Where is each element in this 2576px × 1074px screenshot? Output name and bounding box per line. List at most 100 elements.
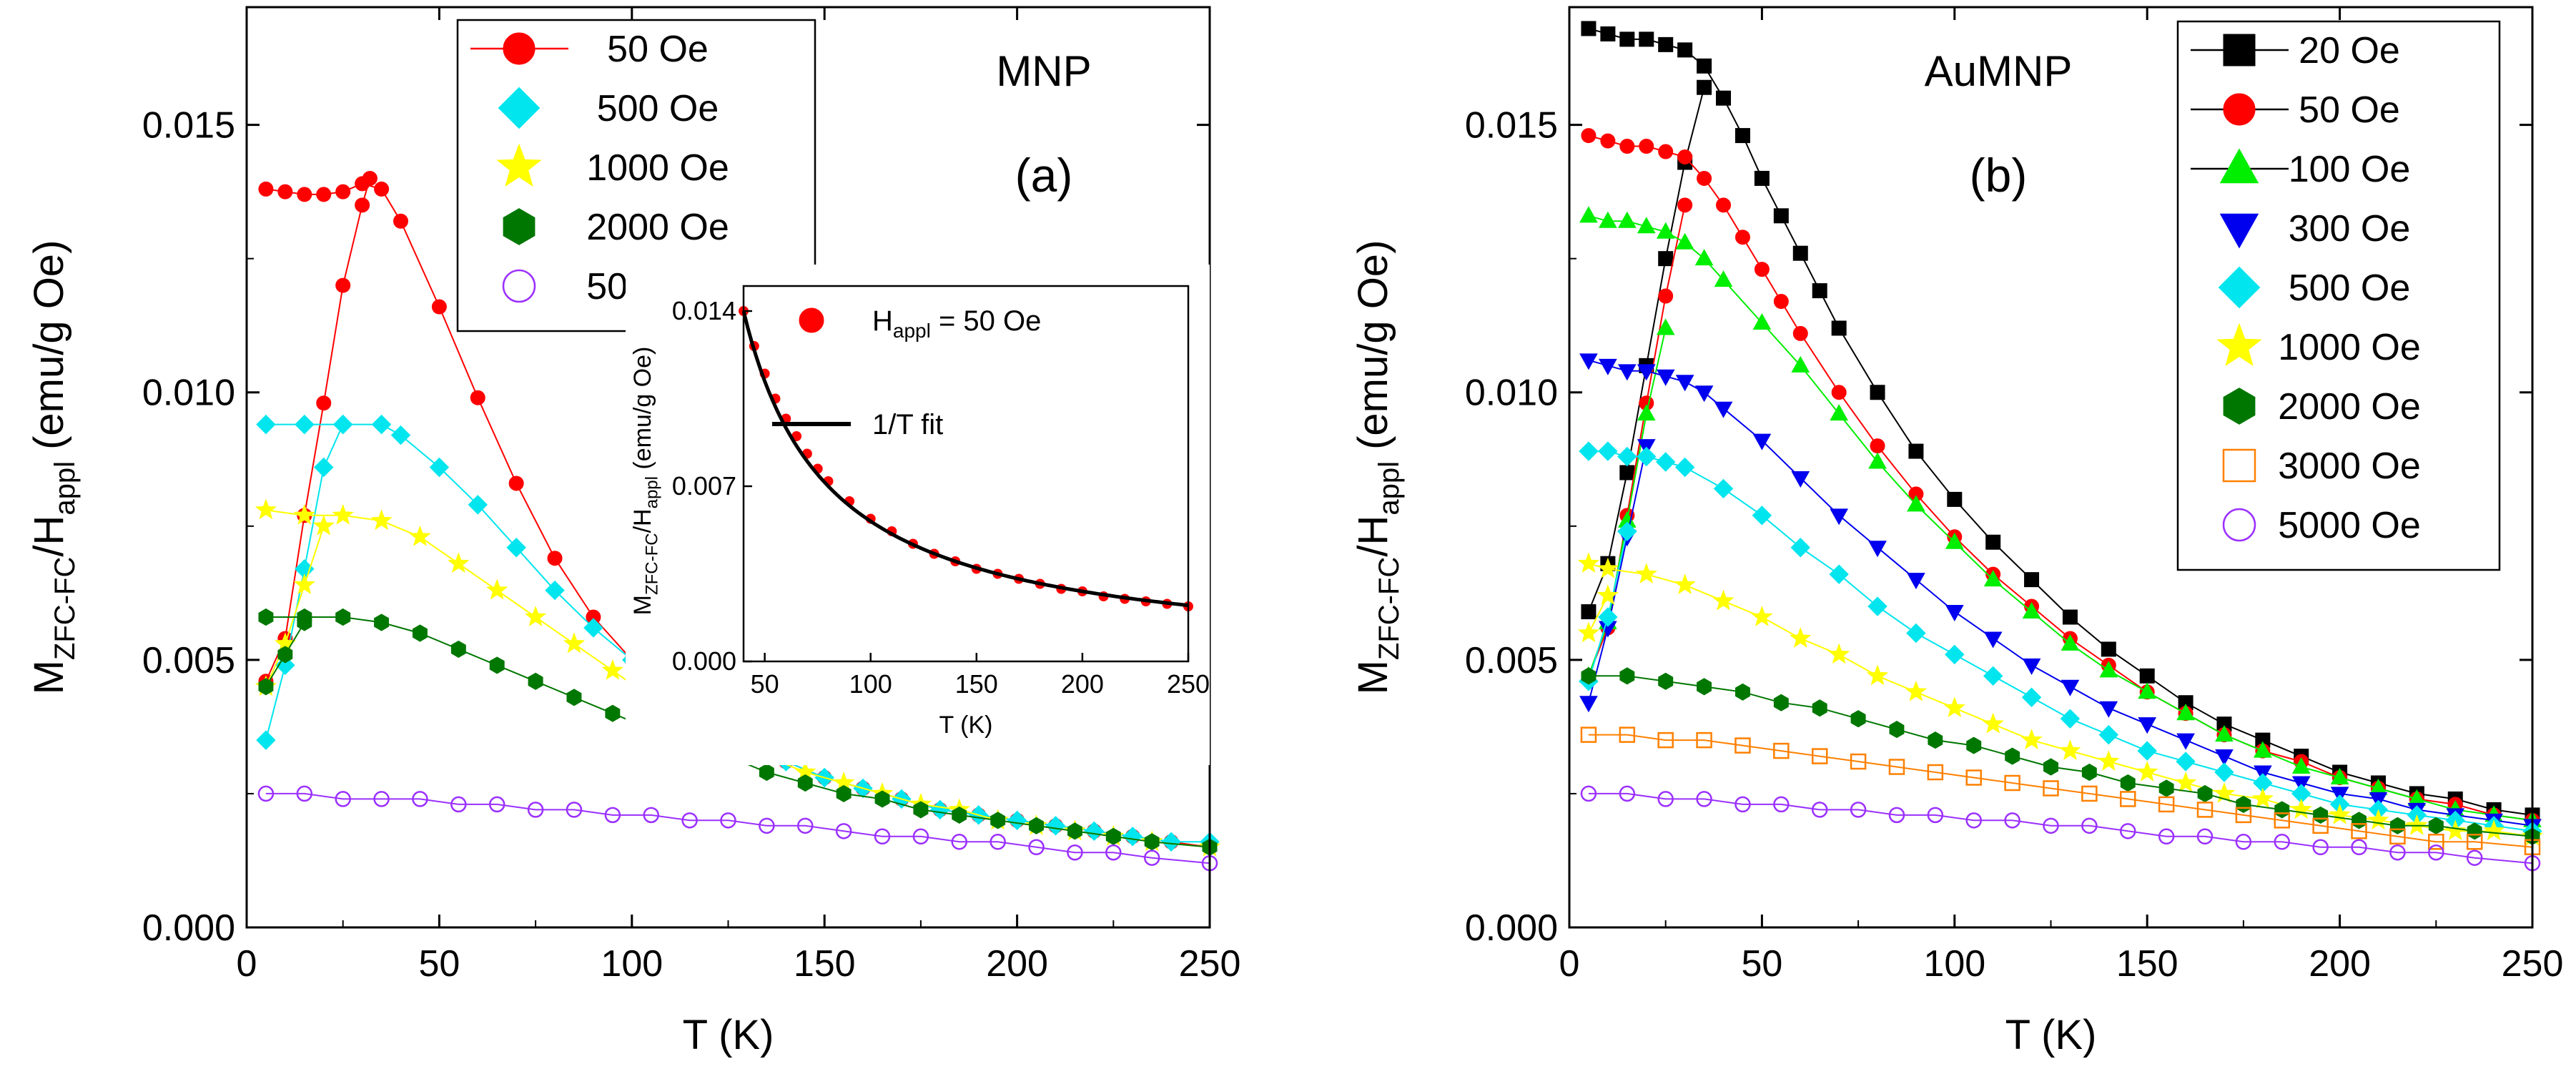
data-point-fc: [2428, 844, 2444, 861]
data-point-fc: [488, 796, 505, 813]
data-point-fc: [2061, 634, 2080, 651]
data-point-zfc: [1658, 251, 1674, 267]
data-point-fc: [1792, 245, 1808, 261]
data-point-fc: [2043, 758, 2058, 776]
data-point-fc: [2291, 757, 2311, 774]
data-point-fc: [2444, 819, 2467, 841]
data-point-fc: [2101, 641, 2116, 657]
data-point-fc: [1581, 21, 1597, 36]
data-point-fc: [1828, 643, 1850, 664]
data-point-fc: [1870, 438, 1885, 454]
legend-label: 300 Oe: [2289, 208, 2411, 250]
data-point-fc: [1619, 726, 1636, 743]
legend-item: 5000 Oe: [2222, 505, 2421, 546]
data-point-fc: [1867, 596, 1887, 616]
panel-title: MNP: [996, 47, 1091, 95]
data-point-fc: [2158, 779, 2174, 797]
panel-title: AuMNP: [1925, 47, 2073, 95]
data-point-fc: [1617, 211, 1637, 228]
data-point-fc: [2158, 796, 2175, 813]
inset-background: [626, 265, 1210, 765]
data-point-fc: [1696, 791, 1712, 807]
data-point-fc: [257, 785, 275, 802]
x-tick-label: 100: [1923, 943, 1985, 985]
data-point-fc: [2428, 834, 2444, 850]
data-point-fc: [468, 495, 488, 515]
inset-frame: [742, 285, 1190, 663]
inset-x-tick-label: 200: [1061, 669, 1104, 699]
inset-x-tick-label: 100: [849, 669, 892, 699]
legend-item: 50 Oe: [470, 29, 709, 70]
data-point-fc: [835, 823, 852, 839]
data-point-fc: [1907, 573, 1925, 590]
data-point-fc: [1868, 541, 1887, 558]
legend-item: 1000 Oe: [2216, 322, 2421, 368]
legend-label: 2000 Oe: [2278, 386, 2421, 428]
data-point-fc: [1830, 508, 1849, 526]
data-point-fc: [1985, 534, 2001, 550]
data-point-fc: [390, 425, 411, 445]
data-point-fc: [297, 187, 312, 202]
data-point-fc: [1850, 710, 1866, 728]
data-point-fc: [1907, 495, 1925, 512]
data-point-zfc: [316, 395, 332, 411]
data-point-fc: [797, 774, 813, 792]
data-point-fc: [1637, 446, 1657, 467]
fc-line: [1588, 734, 2533, 848]
data-point-fc: [332, 414, 353, 435]
data-point-fc: [393, 213, 409, 229]
legend-label: 500 Oe: [597, 88, 719, 129]
data-point-fc: [1791, 471, 1810, 488]
inset-x-tick-label: 50: [751, 669, 779, 699]
data-point-zfc: [256, 730, 276, 750]
y-axis-label: MZFC-FC/Happl (emu/g Oe): [1350, 240, 1405, 695]
data-point-fc: [1712, 589, 1734, 611]
data-point-fc: [429, 457, 450, 478]
data-point-zfc: [277, 646, 293, 664]
data-point-fc: [1617, 446, 1637, 467]
series-5000-oe: [1580, 785, 2541, 872]
legend-marker: [503, 208, 536, 245]
data-point-fc: [1752, 433, 1772, 450]
data-point-fc: [1697, 678, 1712, 696]
data-point-fc: [1773, 694, 1789, 711]
data-point-fc: [1580, 785, 1597, 802]
data-point-fc: [2313, 806, 2329, 824]
data-point-fc: [2290, 798, 2312, 819]
data-point-fc: [2197, 784, 2213, 802]
data-point-fc: [2389, 844, 2406, 861]
data-point-fc: [489, 656, 505, 674]
data-point-fc: [1674, 457, 1695, 478]
data-point-fc: [1716, 197, 1732, 213]
data-point-fc: [2022, 658, 2041, 675]
legend-marker: [2219, 148, 2259, 184]
data-point-fc: [874, 828, 891, 845]
data-point-zfc: [258, 678, 274, 696]
data-point-fc: [2428, 817, 2444, 834]
data-point-fc: [2081, 763, 2097, 782]
data-point-fc: [2005, 747, 2020, 765]
data-point-fc: [2139, 668, 2155, 684]
x-tick-label: 250: [2502, 943, 2564, 985]
legend-marker: [498, 87, 541, 129]
legend: 20 Oe 50 Oe 100 Oe 300 Oe 500 Oe 1000 Oe 2000 …: [2176, 20, 2501, 571]
data-point-fc: [2351, 839, 2367, 856]
data-point-fc: [1714, 270, 1733, 287]
data-point-fc: [1734, 230, 1750, 245]
data-point-fc: [1928, 731, 1943, 749]
data-point-fc: [255, 498, 277, 520]
data-point-fc: [2466, 849, 2483, 866]
data-point-fc: [486, 578, 508, 600]
y-tick-label: 0.015: [1465, 105, 1558, 147]
data-point-fc: [1675, 375, 1694, 392]
data-point-fc: [1637, 217, 1656, 234]
data-point-fc: [1945, 644, 1965, 665]
data-point-fc: [1581, 128, 1597, 144]
data-point-fc: [1734, 737, 1751, 754]
data-point-fc: [720, 812, 736, 829]
data-point-fc: [1677, 149, 1693, 165]
data-point-fc: [1773, 208, 1789, 224]
data-point-fc: [1752, 506, 1772, 526]
data-point-zfc: [1598, 607, 1618, 627]
legend-marker: [2223, 93, 2256, 126]
